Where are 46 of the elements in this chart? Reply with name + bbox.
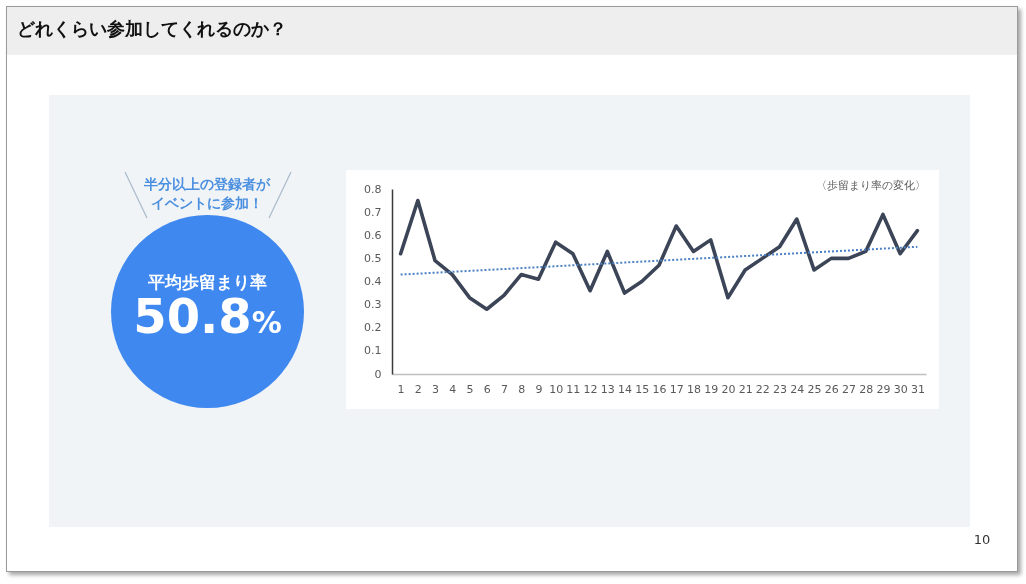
x-tick-label: 15 <box>635 382 650 396</box>
x-tick-label: 21 <box>738 382 753 396</box>
x-tick-label: 18 <box>686 382 701 396</box>
x-tick-label: 10 <box>549 382 564 396</box>
x-tick-label: 7 <box>500 382 508 396</box>
chart-subtitle: 〈歩留まり率の変化〉 <box>816 179 926 192</box>
y-tick-label: 0.7 <box>364 205 382 219</box>
x-tick-label: 16 <box>652 382 667 396</box>
y-tick-label: 0.4 <box>364 275 382 288</box>
x-tick-label: 5 <box>466 382 474 396</box>
text: どれくらい参加してくれるのか？ <box>17 18 287 40</box>
y-tick-label: 0 <box>374 367 382 381</box>
x-tick-label: 30 <box>893 382 908 396</box>
x-tick-label: 24 <box>790 382 805 396</box>
x-tick-label: 19 <box>704 382 719 396</box>
x-tick-label: 1 <box>397 382 405 396</box>
x-tick-label: 6 <box>483 382 491 396</box>
y-tick-label: 0.2 <box>364 321 382 335</box>
x-tick-label: 9 <box>535 382 543 396</box>
x-tick-label: 3 <box>432 382 440 396</box>
x-tick-label: 27 <box>841 382 856 396</box>
x-tick-label: 31 <box>910 382 925 396</box>
text: 10 <box>972 531 992 549</box>
x-tick-label: 2 <box>414 382 422 396</box>
x-tick-label: 17 <box>669 382 684 396</box>
text: イベントに参加！ <box>150 194 264 213</box>
y-tick-label: 0.5 <box>364 251 382 265</box>
x-tick-label: 11 <box>566 382 581 396</box>
line-series <box>398 198 920 312</box>
x-tick-label: 20 <box>721 382 736 396</box>
x-tick-label: 12 <box>583 382 598 396</box>
x-tick-label: 26 <box>824 382 839 396</box>
text: 半分以上の登録者が <box>143 175 272 194</box>
x-tick-label: 4 <box>449 382 457 396</box>
y-tick-label: 0.6 <box>364 228 382 242</box>
x-tick-label: 8 <box>518 382 526 396</box>
x-tick-label: 22 <box>755 382 770 396</box>
x-tick-label: 23 <box>773 382 788 396</box>
x-tick-label: 14 <box>618 382 633 396</box>
x-tick-label: 29 <box>876 382 891 396</box>
y-tick-label: 0.8 <box>364 182 382 196</box>
x-tick-label: 25 <box>807 382 822 396</box>
y-tick-label: 0.1 <box>364 344 382 358</box>
x-tick-label: 28 <box>859 382 874 396</box>
y-tick-label: 0.3 <box>364 298 382 312</box>
x-tick-label: 13 <box>600 382 615 396</box>
